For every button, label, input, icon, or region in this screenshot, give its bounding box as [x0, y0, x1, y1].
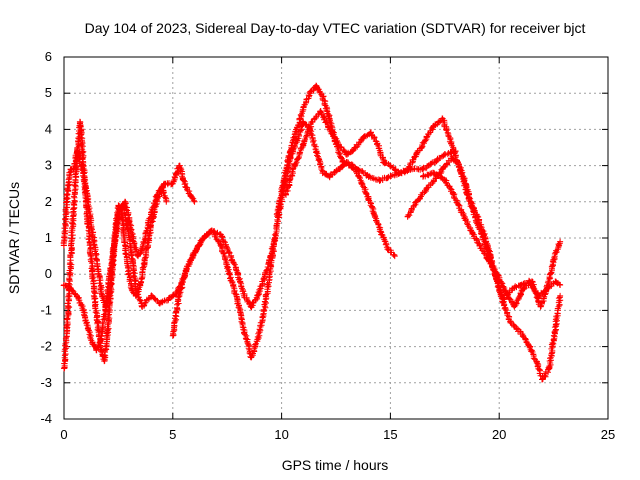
series-trace-markers	[273, 82, 398, 258]
series-trace-markers	[404, 155, 564, 383]
y-tick-label: 4	[45, 121, 52, 136]
x-axis-label: GPS time / hours	[282, 457, 389, 473]
y-tick-label: -4	[40, 411, 52, 426]
y-tick-label: 6	[45, 49, 52, 64]
series-trace-markers	[61, 118, 197, 372]
series-trace-7	[404, 155, 564, 383]
data-series	[60, 82, 564, 383]
x-tick-label: 15	[383, 427, 397, 442]
y-tick-label: -2	[40, 339, 52, 354]
y-tick-label: 3	[45, 158, 52, 173]
y-axis-label: SDTVAR / TECUs	[6, 182, 22, 294]
y-tick-label: 1	[45, 230, 52, 245]
x-tick-label: 10	[274, 427, 288, 442]
series-trace-markers	[282, 108, 563, 302]
x-tick-label: 0	[60, 427, 67, 442]
data-point	[191, 198, 198, 205]
series-trace-6	[282, 108, 564, 303]
y-tick-label: 5	[45, 85, 52, 100]
x-tick-label: 5	[169, 427, 176, 442]
y-tick-label: -3	[40, 375, 52, 390]
y-tick-label: 0	[45, 266, 52, 281]
y-tick-label: -1	[40, 302, 52, 317]
y-tick-label: 2	[45, 194, 52, 209]
x-tick-label: 20	[492, 427, 506, 442]
tick-labels: 0 5 10 15 20 25 -4 -3 -2 -1 0 1 2 3 4 5 6	[40, 49, 615, 442]
x-tick-label: 25	[601, 427, 615, 442]
grid-lines	[64, 57, 608, 419]
chart-title: Day 104 of 2023, Sidereal Day-to-day VTE…	[85, 20, 586, 36]
series-trace-2	[61, 118, 198, 372]
series-trace-4	[169, 118, 459, 361]
series-trace-8	[420, 169, 564, 310]
axis-ticks	[63, 56, 609, 420]
series-trace-markers	[420, 169, 563, 310]
